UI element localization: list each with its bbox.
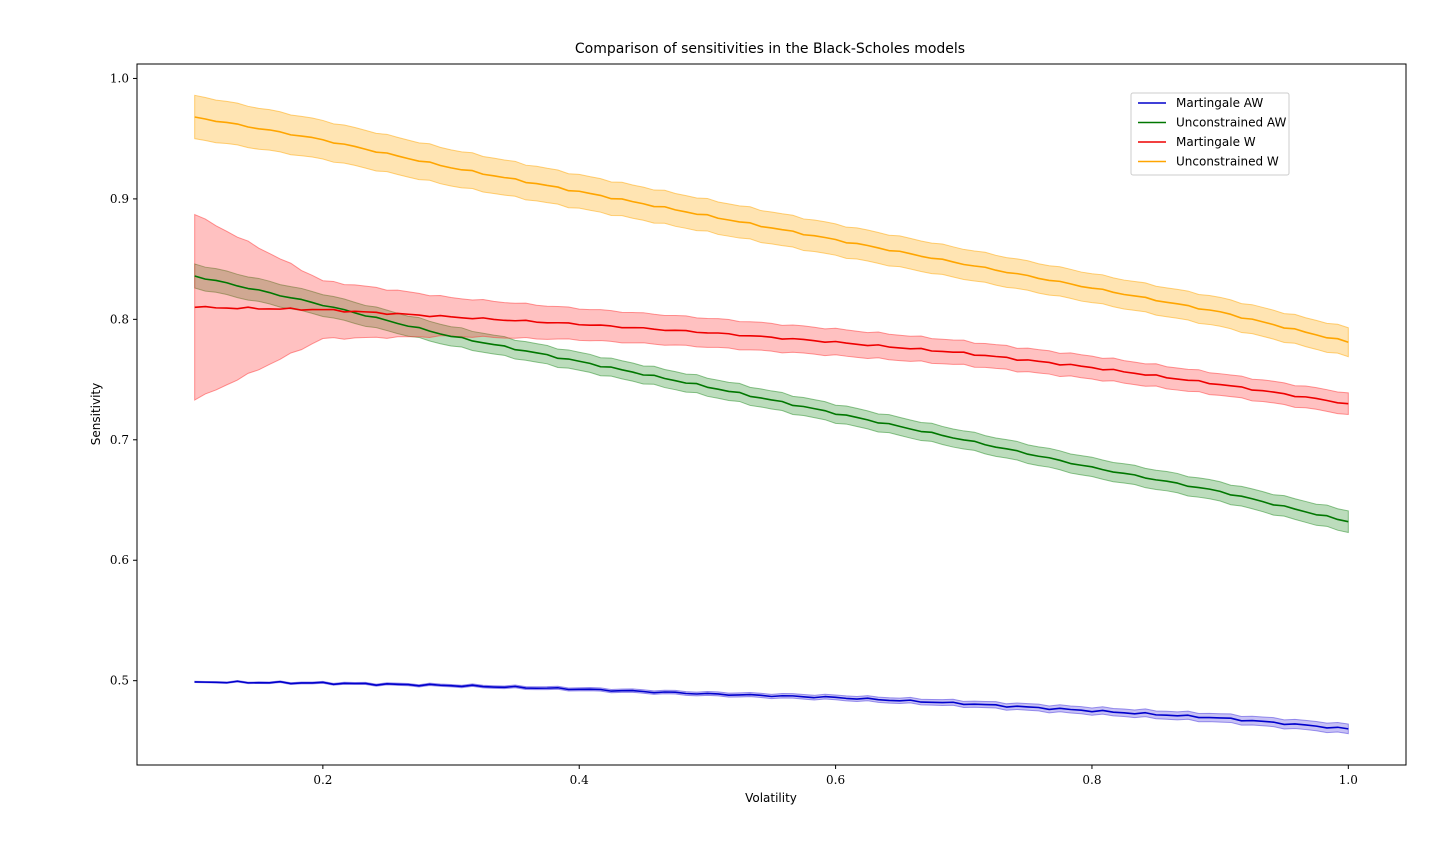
line-martingale-aw	[194, 680, 1349, 730]
x-tick-label: 0.4	[570, 773, 589, 787]
legend-label-martingale-w: Martingale W	[1176, 135, 1256, 149]
y-tick-label: 0.5	[110, 674, 129, 688]
legend-label-unconstrained-w: Unconstrained W	[1176, 155, 1279, 169]
confidence-bands	[194, 94, 1349, 735]
chart-title: Comparison of sensitivities in the Black…	[575, 41, 965, 57]
y-tick-label: 0.8	[110, 312, 129, 326]
x-tick-label: 0.8	[1082, 773, 1101, 787]
y-tick-label: 0.7	[110, 433, 129, 447]
band-unconstrained-aw	[194, 263, 1349, 534]
legend: Martingale AW Unconstrained AW Martingale …	[1130, 92, 1290, 176]
line-martingale-w	[194, 305, 1349, 405]
band-martingale-aw	[194, 679, 1349, 735]
band-unconstrained-w	[194, 94, 1349, 358]
y-tick-label: 0.6	[110, 553, 129, 567]
legend-label-unconstrained-aw: Unconstrained AW	[1176, 116, 1286, 130]
y-tick-label: 0.9	[110, 192, 129, 206]
series-lines	[194, 116, 1349, 730]
x-tick-label: 0.2	[313, 773, 332, 787]
line-unconstrained-w	[194, 116, 1349, 343]
y-axis-ticks: 0.5 0.6 0.7 0.8 0.9 1.0	[110, 71, 137, 688]
line-unconstrained-aw	[194, 275, 1349, 523]
x-axis-ticks: 0.2 0.4 0.6 0.8 1.0	[313, 765, 1358, 787]
x-axis-label: Volatility	[745, 791, 797, 805]
x-tick-label: 1.0	[1339, 773, 1358, 787]
y-tick-label: 1.0	[110, 71, 129, 85]
plot-area-frame	[136, 63, 1407, 766]
y-axis-label: Sensitivity	[89, 383, 103, 445]
legend-frame	[1130, 92, 1290, 176]
legend-label-martingale-aw: Martingale AW	[1176, 96, 1263, 110]
x-tick-label: 0.6	[826, 773, 845, 787]
